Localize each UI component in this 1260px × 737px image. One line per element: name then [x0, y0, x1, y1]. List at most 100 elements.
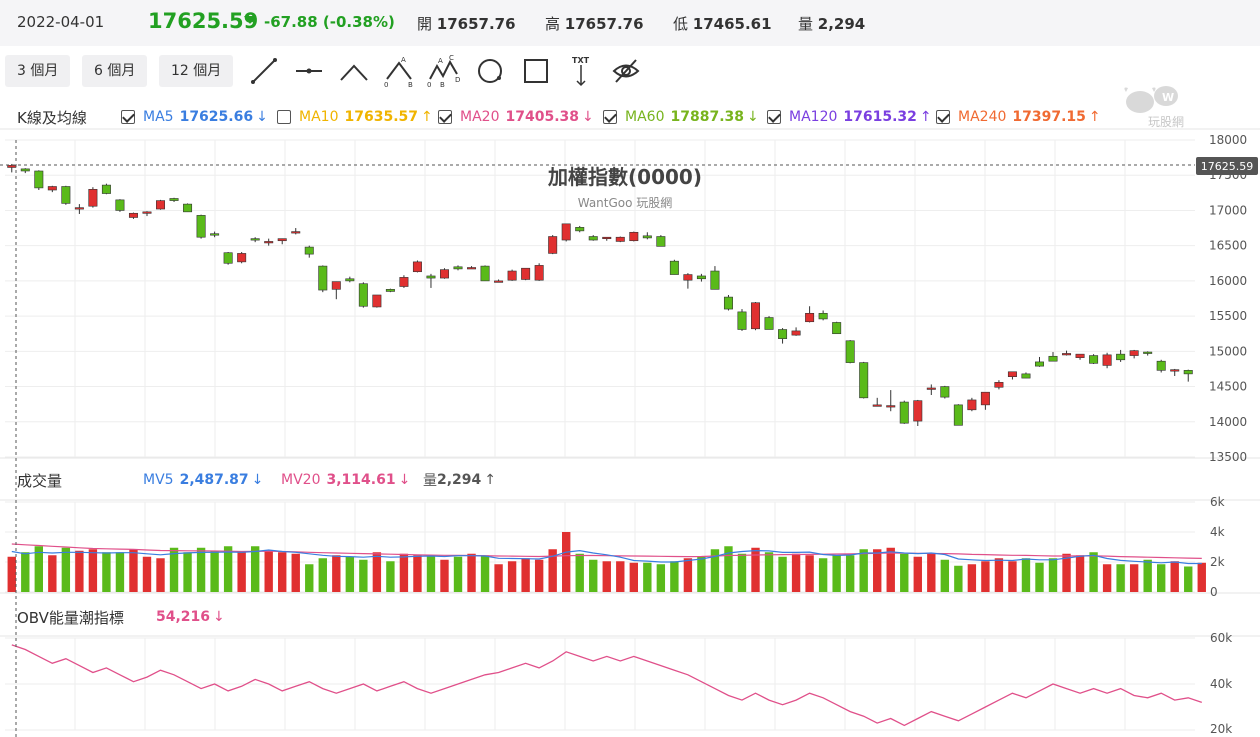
period-3m-button[interactable]: 3 個月 — [5, 55, 71, 87]
volume-series — [7, 532, 1206, 592]
candle-body — [372, 294, 382, 308]
svg-text:D: D — [455, 76, 460, 84]
volume-bar — [399, 553, 409, 592]
candle-body — [1143, 351, 1153, 354]
logo-text: 玩股網 — [1148, 115, 1184, 129]
volume-bar — [1008, 561, 1017, 592]
price-tick-label: 18000 — [1209, 133, 1247, 147]
volume-bar — [859, 549, 868, 592]
ma20-checkbox[interactable] — [438, 110, 452, 124]
ma20-value: 17405.38 — [505, 109, 579, 125]
mv20-line — [11, 543, 1202, 559]
volume-bar — [1035, 562, 1044, 592]
low-label: 低 — [673, 15, 689, 33]
volume-bar — [75, 550, 84, 592]
line-tool-icon[interactable] — [247, 54, 281, 88]
ma240-checkbox[interactable] — [936, 110, 950, 124]
candle-body — [791, 330, 801, 336]
candle-body — [142, 211, 152, 214]
ma240-value: 17397.15 — [1012, 109, 1086, 125]
volume-bar — [1021, 558, 1031, 592]
volume-bar — [913, 556, 922, 592]
open-value: 17657.76 — [436, 15, 516, 33]
price-tick-label: 16000 — [1209, 274, 1247, 288]
volume-bar — [994, 558, 1004, 592]
ma120-toggle[interactable]: MA120 17615.32 ↑ — [767, 109, 932, 125]
volume-bar — [345, 556, 355, 592]
svg-text:0: 0 — [427, 81, 431, 88]
quote-high: 高 17657.76 — [545, 13, 644, 34]
candle-body — [439, 269, 449, 279]
volume-bar — [129, 549, 138, 592]
svg-text:B: B — [440, 81, 445, 88]
obv-tick-label: 40k — [1210, 677, 1232, 691]
volume-bar — [223, 546, 233, 592]
ma240-toggle[interactable]: MA240 17397.15 ↑ — [936, 109, 1101, 125]
volume-bar — [210, 550, 219, 592]
volume-bar — [548, 549, 557, 592]
volume-bar — [629, 562, 638, 592]
ma20-arrow: ↓ — [582, 109, 594, 125]
ma120-checkbox[interactable] — [767, 110, 781, 124]
ma10-toggle[interactable]: MA10 17635.57 ↑ — [277, 109, 433, 125]
quote-price: 17625.59 — [148, 9, 259, 33]
svg-text:0: 0 — [384, 81, 388, 88]
volume-bar — [656, 564, 666, 592]
candle-body — [1102, 354, 1112, 366]
hide-eye-icon[interactable] — [609, 54, 643, 88]
volume-bar — [196, 547, 206, 592]
candle-body — [412, 261, 422, 273]
abcd-pattern-tool-icon[interactable]: 0 A B C D — [427, 54, 461, 88]
volume-bar — [683, 558, 693, 592]
obv-arrow: ↓ — [213, 609, 225, 625]
vol-value: 2,294 — [437, 472, 482, 488]
volume-label: 量 — [798, 15, 814, 33]
ma20-toggle[interactable]: MA20 17405.38 ↓ — [438, 109, 594, 125]
volume-bar — [778, 556, 787, 592]
period-12m-button[interactable]: 12 個月 — [159, 55, 234, 87]
volume-bar — [1116, 564, 1125, 592]
volume-bar — [1048, 558, 1058, 592]
mv5-indicator: MV5 2,487.87 ↓ — [143, 472, 263, 488]
wantgoo-logo: W 玩股網 — [1124, 86, 1184, 129]
candle-body — [751, 302, 761, 330]
candle-body — [872, 404, 882, 407]
rectangle-tool-icon[interactable] — [519, 54, 553, 88]
horizontal-line-tool-icon[interactable] — [292, 54, 326, 88]
ma10-checkbox[interactable] — [277, 110, 291, 124]
obv-title: OBV能量潮指標 — [17, 608, 124, 627]
text-tool-icon[interactable]: TXT — [564, 54, 598, 88]
candle-body — [7, 165, 17, 168]
candle-body — [886, 405, 896, 408]
candle-body — [521, 267, 531, 280]
circle-tool-icon[interactable] — [473, 54, 507, 88]
volume-tick-label: 2k — [1210, 555, 1225, 569]
volume-bar — [453, 556, 463, 592]
obv-indicator: 54,216 ↓ — [156, 609, 225, 625]
abc-pattern-tool-icon[interactable]: 0 A B — [382, 54, 416, 88]
candle-body — [629, 231, 639, 242]
volume-value: 2,294 — [817, 15, 866, 33]
ma60-toggle[interactable]: MA60 17887.38 ↓ — [603, 109, 759, 125]
mv5-label: MV5 — [143, 472, 174, 488]
volume-bar — [115, 552, 125, 592]
ma5-checkbox[interactable] — [121, 110, 135, 124]
volume-bar — [521, 558, 530, 592]
ma20-label: MA20 — [460, 109, 500, 125]
candle-body — [980, 391, 990, 406]
candle-body — [74, 207, 84, 210]
period-6m-button[interactable]: 6 個月 — [82, 55, 148, 87]
candle-body — [723, 296, 733, 310]
angle-tool-icon[interactable] — [337, 54, 371, 88]
candle-body — [196, 215, 206, 238]
candle-body — [548, 236, 558, 254]
volume-bar — [250, 546, 260, 592]
ma120-arrow: ↑ — [919, 109, 932, 125]
ma60-checkbox[interactable] — [603, 110, 617, 124]
obv-tick-label: 20k — [1210, 722, 1232, 736]
ma5-toggle[interactable]: MA5 17625.66 ↓ — [121, 109, 268, 125]
mv20-label: MV20 — [281, 472, 321, 488]
candle-body — [61, 186, 71, 204]
volume-bar — [900, 553, 909, 592]
